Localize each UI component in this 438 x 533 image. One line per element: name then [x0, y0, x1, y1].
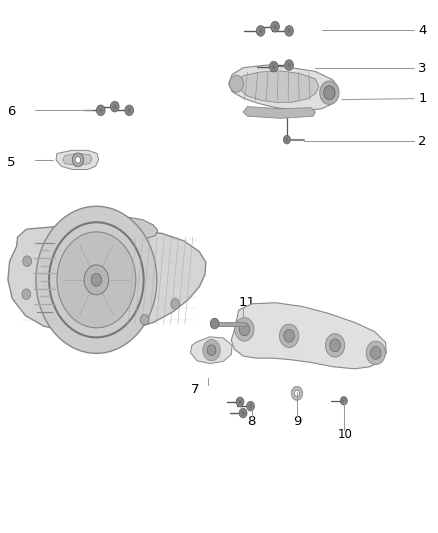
Text: 6: 6: [7, 106, 15, 118]
Polygon shape: [191, 337, 232, 364]
Text: 7: 7: [191, 383, 199, 395]
Circle shape: [207, 345, 216, 356]
Polygon shape: [8, 227, 206, 333]
Circle shape: [236, 397, 244, 407]
Circle shape: [269, 61, 278, 72]
Circle shape: [23, 256, 32, 266]
Circle shape: [291, 386, 303, 400]
Polygon shape: [63, 154, 92, 165]
Circle shape: [72, 153, 84, 167]
Circle shape: [320, 81, 339, 104]
Circle shape: [230, 75, 244, 92]
Text: 4: 4: [418, 24, 427, 37]
Circle shape: [239, 408, 247, 418]
Circle shape: [256, 26, 265, 36]
Circle shape: [324, 86, 335, 100]
Text: 2: 2: [418, 135, 427, 148]
Circle shape: [285, 60, 293, 70]
Text: 5: 5: [7, 156, 15, 169]
Circle shape: [247, 401, 254, 411]
Circle shape: [57, 232, 136, 328]
Circle shape: [36, 206, 157, 353]
Text: 10: 10: [337, 428, 352, 441]
Circle shape: [22, 289, 31, 300]
Polygon shape: [243, 107, 315, 118]
Circle shape: [75, 157, 81, 163]
Polygon shape: [229, 65, 338, 110]
Circle shape: [285, 26, 293, 36]
Circle shape: [279, 324, 299, 348]
Polygon shape: [239, 71, 319, 102]
Circle shape: [203, 340, 220, 361]
Polygon shape: [105, 217, 158, 240]
Circle shape: [125, 105, 134, 116]
Circle shape: [91, 273, 102, 286]
Circle shape: [171, 298, 180, 309]
Circle shape: [330, 339, 340, 352]
Circle shape: [294, 390, 300, 397]
Circle shape: [110, 101, 119, 112]
Circle shape: [283, 135, 290, 144]
Text: 9: 9: [293, 415, 302, 427]
Circle shape: [235, 318, 254, 341]
Text: 8: 8: [247, 415, 256, 427]
Text: 1: 1: [418, 92, 427, 105]
Circle shape: [239, 323, 250, 336]
Circle shape: [284, 329, 294, 342]
Circle shape: [140, 314, 149, 325]
Circle shape: [325, 334, 345, 357]
Circle shape: [84, 265, 109, 295]
Circle shape: [271, 21, 279, 32]
Text: 3: 3: [418, 62, 427, 75]
Circle shape: [340, 397, 347, 405]
Circle shape: [210, 318, 219, 329]
Circle shape: [366, 341, 385, 365]
Text: 11: 11: [239, 296, 256, 309]
Circle shape: [371, 346, 381, 359]
Polygon shape: [56, 150, 99, 169]
Circle shape: [96, 105, 105, 116]
Polygon shape: [231, 303, 386, 369]
